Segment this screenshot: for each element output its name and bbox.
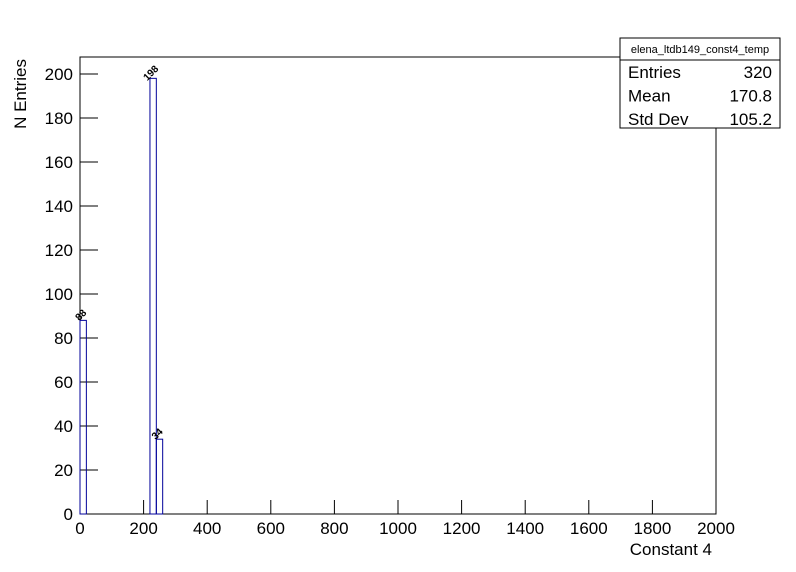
y-tick-label: 20	[54, 461, 73, 480]
x-tick-label: 1400	[506, 519, 544, 538]
y-tick-label: 160	[45, 153, 73, 172]
stats-value: 105.2	[729, 110, 772, 129]
y-tick-label: 120	[45, 241, 73, 260]
x-tick-label: 1600	[570, 519, 608, 538]
y-tick-label: 80	[54, 329, 73, 348]
y-tick-label: 100	[45, 285, 73, 304]
y-tick-label: 180	[45, 109, 73, 128]
value-label: 34	[150, 426, 166, 442]
bar	[79, 319, 87, 515]
bar	[155, 438, 164, 515]
y-axis-label: N Entries	[11, 59, 30, 129]
bar	[149, 77, 157, 515]
stats-label: Entries	[628, 63, 681, 82]
x-tick-label: 600	[257, 519, 285, 538]
x-tick-label: 1000	[379, 519, 417, 538]
x-tick-label: 2000	[697, 519, 735, 538]
stats-label: Mean	[628, 87, 671, 106]
x-tick-label: 800	[320, 519, 348, 538]
x-tick-label: 1200	[443, 519, 481, 538]
stats-title: elena_ltdb149_const4_temp	[631, 44, 769, 56]
value-label: 88	[74, 307, 90, 323]
y-tick-label: 60	[54, 373, 73, 392]
x-axis-label: Constant 4	[630, 540, 712, 559]
stats-value: 320	[744, 63, 772, 82]
value-label: 198	[142, 63, 162, 83]
y-tick-label: 0	[64, 505, 73, 524]
x-tick-label: 0	[75, 519, 84, 538]
stats-box: elena_ltdb149_const4_temp	[619, 37, 781, 129]
y-tick-label: 140	[45, 197, 73, 216]
x-tick-label: 200	[129, 519, 157, 538]
stats-frame	[619, 37, 781, 129]
stats-label: Std Dev	[628, 110, 689, 129]
x-tick-label: 400	[193, 519, 221, 538]
stats-value: 170.8	[729, 87, 772, 106]
x-tick-label: 1800	[633, 519, 671, 538]
y-tick-label: 200	[45, 65, 73, 84]
y-tick-label: 40	[54, 417, 73, 436]
